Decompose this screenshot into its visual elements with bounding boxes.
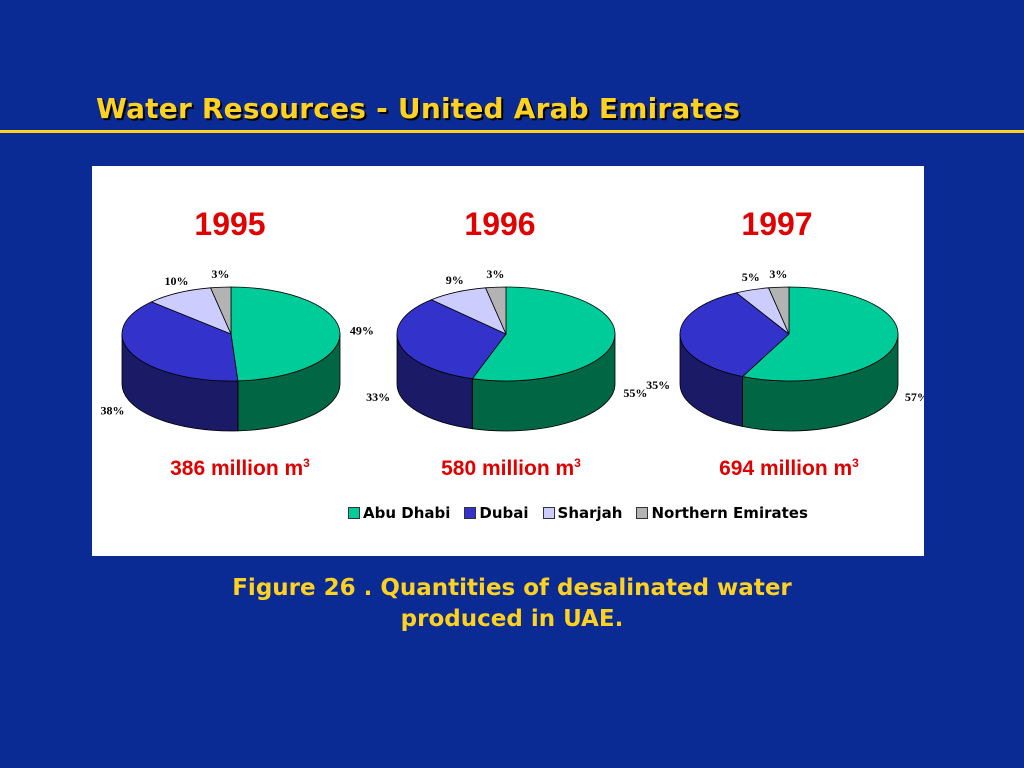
figure-caption: Figure 26 . Quantities of desalinated wa… [0,573,1024,635]
pie-label-1997-dubai: 35% [646,378,670,392]
pie-slice-1997-dubai [679,292,790,377]
pie-label-1996-northern-emirates: 3% [486,267,504,281]
pie-slice-1997-abu-dhabi [741,286,899,382]
pie-label-1995-dubai: 38% [100,403,124,417]
pie-label-1996-sharjah: 9% [446,273,464,287]
legend-item-sharjah: Sharjah [542,504,623,522]
year-label-1995: 1995 [194,206,266,242]
pie-label-1997-abu-dhabi: 57% [905,390,924,404]
total-1996-text: 580 million m [441,457,575,480]
chart-legend: Abu Dhabi Dubai Sharjah Northern Emirate… [348,504,808,522]
pie-slice-1995-northern-emirates [209,286,232,335]
pie-label-1995-northern-emirates: 3% [211,267,229,281]
year-label-1996: 1996 [464,206,536,242]
legend-swatch-northern-emirates [636,507,649,519]
legend-swatch-sharjah [542,507,555,519]
total-1996: 580 million m3 [386,456,636,481]
legend-label-abu-dhabi: Abu Dhabi [363,504,451,522]
legend-item-northern-emirates: Northern Emirates [636,504,808,522]
pie-slice-1997-northern-emirates [767,286,790,335]
legend-label-dubai: Dubai [479,504,529,522]
total-1997-unit: 3 [852,456,859,470]
legend-swatch-abu-dhabi [348,507,360,519]
total-1995-unit: 3 [303,456,310,470]
pie-1996: 55% 33% 9% 3% [366,267,647,432]
chart-panel: 1995 1996 1997 49%38%10%3%55%33%9%3%57%3… [92,166,924,556]
title-underline [0,130,1024,133]
pie-label-1997-northern-emirates: 3% [769,267,787,281]
total-1997: 694 million m3 [664,456,914,481]
pie-label-1996-abu-dhabi: 55% [623,386,647,400]
pie-charts: 49% 38% 10% 3% 55% 33% 9% 3% 57% 35% 5% 3% [100,267,924,432]
year-label-1997: 1997 [741,206,813,242]
caption-line-2: produced in UAE. [400,606,624,632]
legend-item-abu-dhabi: Abu Dhabi [348,504,450,522]
total-1997-text: 694 million m [719,457,853,480]
pie-slice-1995-dubai [121,301,239,382]
pie-label-1995-abu-dhabi: 49% [350,324,374,338]
caption-line-1: Figure 26 . Quantities of desalinated wa… [232,575,792,601]
total-1996-unit: 3 [574,456,581,470]
pie-slice-1995-abu-dhabi [230,286,341,382]
pie-label-1996-dubai: 33% [366,390,390,404]
slide-title: Water Resources - United Arab Emirates [96,92,741,125]
legend-label-northern-emirates: Northern Emirates [651,504,808,522]
pie-slice-1996-dubai [396,299,507,380]
pie-slice-1996-abu-dhabi [471,286,616,382]
pie-1995: 49% 38% 10% 3% [100,267,374,432]
legend-item-dubai: Dubai [464,504,529,522]
total-1995: 386 million m3 [115,456,365,481]
pie-label-1997-sharjah: 5% [742,270,760,284]
pie-slice-1996-northern-emirates [484,286,507,335]
pie-1997: 57% 35% 5% 3% [646,267,924,432]
total-1995-text: 386 million m [170,457,304,480]
legend-swatch-dubai [464,507,477,519]
pie-label-1995-sharjah: 10% [165,274,189,288]
legend-label-sharjah: Sharjah [557,504,623,522]
